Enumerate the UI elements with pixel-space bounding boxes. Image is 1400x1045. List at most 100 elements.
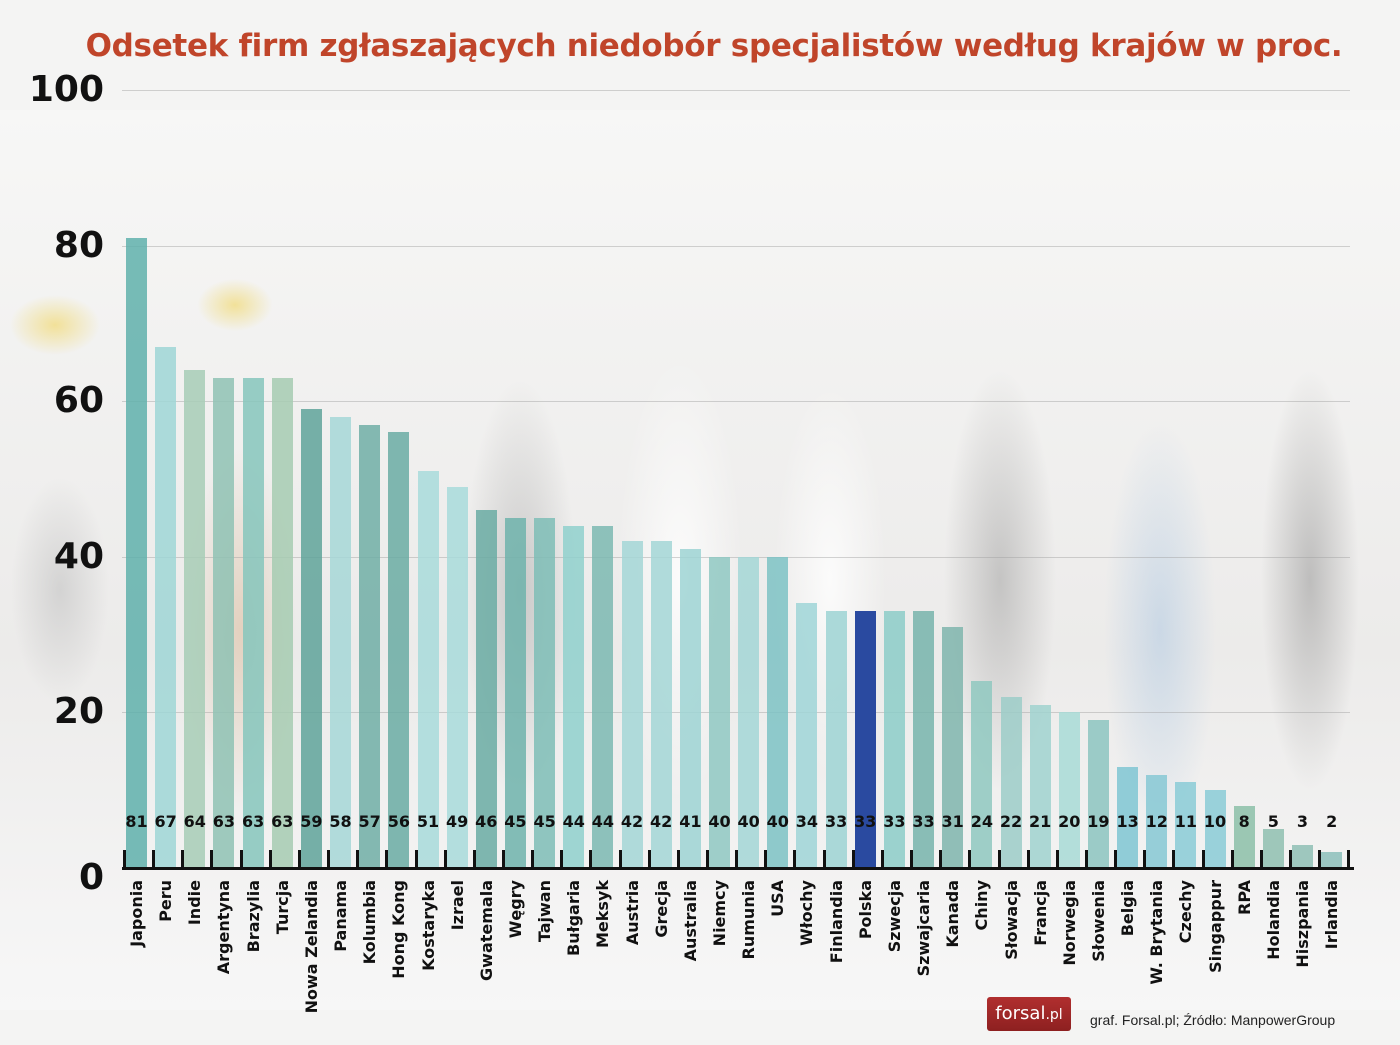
data-label: 44 bbox=[562, 812, 585, 831]
source-note: graf. Forsal.pl; Źródło: ManpowerGroup bbox=[1090, 1012, 1336, 1028]
x-tick-mark bbox=[297, 850, 301, 868]
data-label: 33 bbox=[854, 812, 877, 831]
x-tick-label: Węgry bbox=[505, 880, 525, 939]
x-tick-label: Brazylia bbox=[243, 880, 263, 953]
bar-polska bbox=[854, 611, 876, 868]
x-tick-mark bbox=[735, 850, 739, 868]
bar-słowacja bbox=[1000, 696, 1022, 868]
data-label: 22 bbox=[999, 812, 1023, 831]
bar-bułgaria bbox=[563, 525, 585, 868]
gridline bbox=[122, 556, 1350, 558]
x-tick-mark bbox=[1084, 850, 1088, 868]
x-tick-mark bbox=[880, 850, 884, 868]
x-tick-mark bbox=[414, 850, 418, 868]
bar-gwatemala bbox=[475, 510, 497, 868]
x-tick-label: Irlandia bbox=[1322, 880, 1342, 950]
x-tick-mark bbox=[764, 850, 768, 868]
x-tick-label: Francja bbox=[1030, 880, 1050, 946]
data-label: 42 bbox=[620, 812, 644, 831]
x-tick-mark bbox=[210, 850, 214, 868]
x-tick-mark bbox=[676, 850, 680, 868]
data-label: 3 bbox=[1296, 812, 1309, 831]
x-tick-label: Holandia bbox=[1263, 880, 1283, 960]
x-tick-label: Finlandia bbox=[826, 880, 846, 964]
bar-panama bbox=[330, 416, 352, 868]
x-tick-mark bbox=[239, 850, 243, 868]
x-tick-label: Niemcy bbox=[710, 880, 729, 947]
x-tick-label: Australia bbox=[680, 880, 700, 962]
x-tick-mark bbox=[618, 850, 622, 868]
bar-peru bbox=[155, 346, 177, 868]
x-tick-label: Gwatemala bbox=[476, 880, 496, 981]
x-tick-mark bbox=[1114, 850, 1118, 868]
data-label: 12 bbox=[1145, 812, 1168, 831]
x-tick-mark bbox=[647, 850, 651, 868]
bar-norwegia bbox=[1058, 712, 1080, 868]
x-tick-label: Kolumbia bbox=[360, 880, 380, 965]
data-label: 49 bbox=[446, 812, 469, 831]
x-tick-mark bbox=[1055, 850, 1059, 868]
x-tick-mark bbox=[531, 850, 535, 868]
x-tick-label: Kanada bbox=[943, 880, 963, 948]
y-tick-label: 80 bbox=[53, 224, 104, 266]
y-tick-label: 20 bbox=[53, 691, 104, 733]
data-label: 56 bbox=[387, 812, 410, 831]
data-label: 11 bbox=[1174, 812, 1198, 831]
y-tick-label: 0 bbox=[78, 857, 104, 898]
data-label: 21 bbox=[1029, 812, 1052, 831]
bar-brazylia bbox=[242, 377, 264, 868]
data-label: 40 bbox=[708, 812, 731, 831]
bar-chiny bbox=[971, 681, 993, 868]
bar-grecja bbox=[650, 541, 672, 868]
x-tick-mark bbox=[1259, 850, 1263, 868]
x-tick-mark bbox=[152, 850, 156, 868]
x-tick-label: Belgia bbox=[1118, 880, 1138, 937]
x-tick-label: Norwegia bbox=[1059, 880, 1079, 966]
bar-belgia bbox=[1117, 766, 1139, 868]
data-label: 13 bbox=[1116, 812, 1139, 831]
bar-izrael bbox=[446, 486, 468, 868]
bar-szwajcaria bbox=[913, 611, 935, 868]
x-tick-label: Argentyna bbox=[214, 880, 234, 975]
bar-kolumbia bbox=[359, 424, 381, 868]
x-tick-mark bbox=[123, 850, 126, 868]
data-label: 40 bbox=[737, 812, 760, 831]
data-label: 33 bbox=[912, 812, 935, 831]
x-tick-mark bbox=[939, 850, 943, 868]
x-tick-mark bbox=[589, 850, 593, 868]
data-label: 31 bbox=[941, 812, 964, 831]
x-tick-label: Kostaryka bbox=[418, 880, 438, 971]
bar-hiszpania bbox=[1292, 844, 1313, 868]
data-label: 2 bbox=[1326, 812, 1338, 831]
data-label: 42 bbox=[650, 812, 673, 831]
x-tick-mark bbox=[443, 850, 447, 868]
data-label: 24 bbox=[970, 812, 993, 831]
x-tick-label: Hong Kong bbox=[389, 880, 409, 979]
x-tick-label: Indie bbox=[185, 880, 205, 926]
bar-usa bbox=[767, 556, 789, 868]
x-tick-label: Japonia bbox=[127, 880, 146, 947]
x-tick-label: USA bbox=[768, 880, 788, 917]
logo-main: forsal bbox=[995, 1003, 1046, 1024]
data-label: 67 bbox=[154, 812, 177, 831]
x-tick-mark bbox=[1026, 850, 1030, 868]
bar-kanada bbox=[942, 626, 964, 868]
x-tick-label: Chiny bbox=[972, 880, 992, 931]
x-tick-label: Słowacja bbox=[1001, 880, 1021, 960]
x-tick-label: Nowa Zelandia bbox=[301, 880, 321, 1014]
x-tick-label: Turcja bbox=[272, 880, 292, 935]
x-tick-mark bbox=[968, 850, 972, 868]
bar-finlandia bbox=[825, 611, 847, 868]
bar-irlandia bbox=[1321, 852, 1343, 868]
data-label: 57 bbox=[358, 812, 381, 831]
x-tick-label: Izrael bbox=[447, 880, 467, 931]
x-tick-label: Szwecja bbox=[884, 880, 904, 953]
x-tick-label: W. Brytania bbox=[1147, 880, 1167, 985]
bar-szwecja bbox=[883, 611, 905, 868]
data-label: 34 bbox=[795, 812, 819, 831]
data-label: 45 bbox=[504, 812, 527, 831]
chart-title: Odsetek firm zgłaszających niedobór spec… bbox=[85, 28, 1343, 64]
y-tick-label: 40 bbox=[53, 535, 104, 577]
x-tick-label: Meksyk bbox=[593, 880, 613, 949]
logo-suffix: .pl bbox=[1045, 1007, 1063, 1023]
